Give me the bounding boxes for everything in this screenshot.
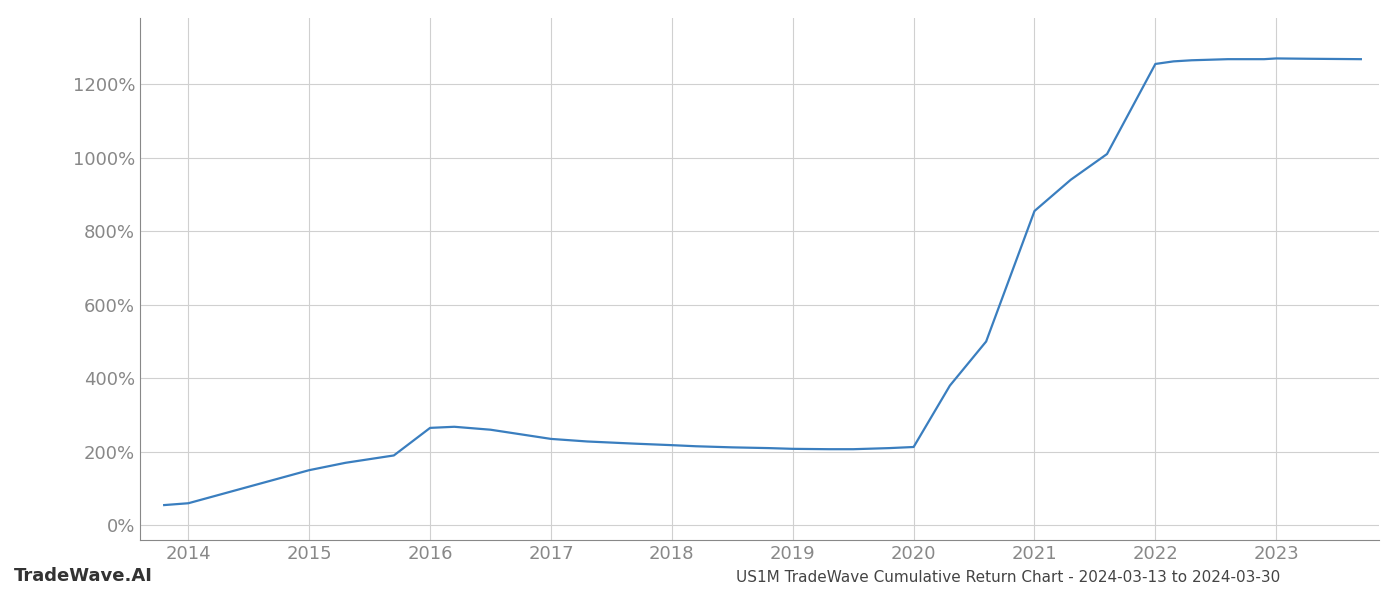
Text: US1M TradeWave Cumulative Return Chart - 2024-03-13 to 2024-03-30: US1M TradeWave Cumulative Return Chart -… — [736, 570, 1280, 585]
Text: TradeWave.AI: TradeWave.AI — [14, 567, 153, 585]
